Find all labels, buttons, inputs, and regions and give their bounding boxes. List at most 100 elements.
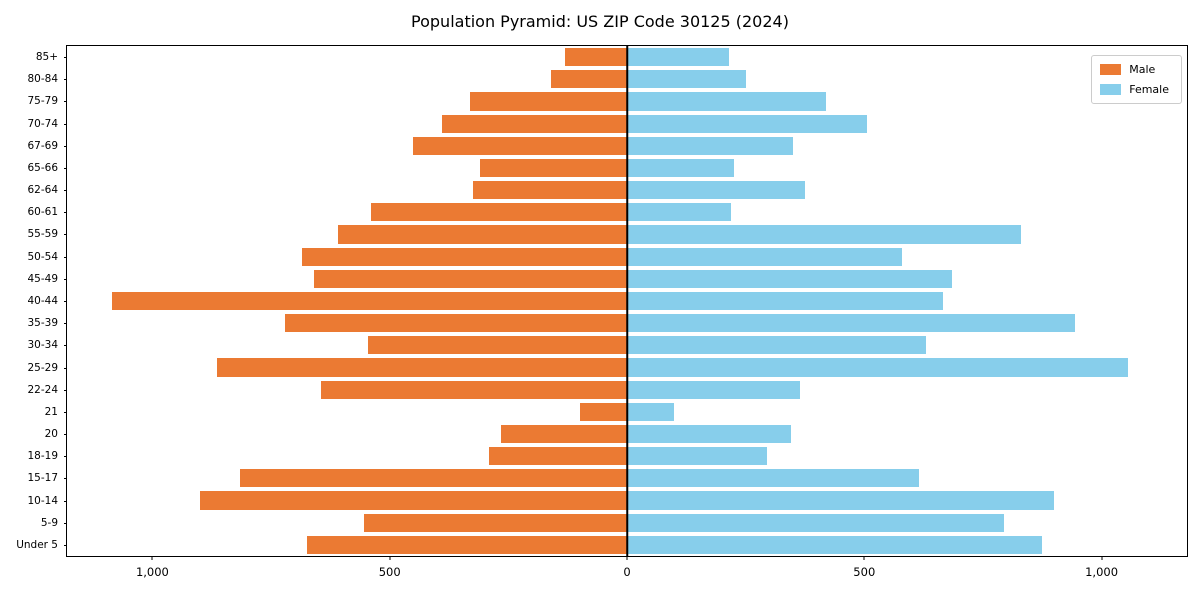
y-tick-mark xyxy=(63,101,67,103)
y-tick-label: 35-39 xyxy=(27,317,58,330)
x-tick-label: 500 xyxy=(378,565,401,579)
y-tick-label: 5-9 xyxy=(40,516,58,529)
male-color-swatch xyxy=(1100,64,1122,75)
legend-label-male: Male xyxy=(1129,63,1156,76)
pyramid-row: 50-54 xyxy=(27,246,1187,268)
chart-title: Population Pyramid: US ZIP Code 30125 (2… xyxy=(411,12,789,31)
y-tick-mark xyxy=(63,167,67,169)
female-bar xyxy=(627,336,926,355)
pyramid-row: Under 5 xyxy=(16,534,1187,556)
legend-item-male: Male xyxy=(1100,63,1169,76)
female-bar xyxy=(627,225,1021,244)
female-bar xyxy=(627,247,903,266)
pyramid-row: 15-17 xyxy=(27,467,1187,489)
pyramid-row: 10-14 xyxy=(27,489,1187,511)
y-tick-mark xyxy=(63,57,67,59)
pyramid-row: 80-84 xyxy=(27,68,1187,90)
male-bar xyxy=(370,203,627,222)
female-bar xyxy=(627,491,1055,510)
pyramid-row: 22-24 xyxy=(27,379,1187,401)
x-tick-mark xyxy=(863,556,865,560)
male-bar xyxy=(579,402,627,421)
female-bar xyxy=(627,402,675,421)
pyramid-row: 62-64 xyxy=(27,179,1187,201)
male-bar xyxy=(112,291,627,311)
male-bar xyxy=(368,336,627,355)
y-tick-label: 20 xyxy=(44,428,58,441)
y-tick-label: 30-34 xyxy=(27,339,58,352)
male-bar xyxy=(240,469,627,488)
y-tick-mark xyxy=(63,234,67,236)
pyramid-row: 35-39 xyxy=(27,312,1187,334)
male-bar xyxy=(306,535,627,554)
zero-axis-line xyxy=(626,46,628,556)
male-bar xyxy=(441,114,627,133)
y-tick-mark xyxy=(63,256,67,258)
pyramid-row: 21 xyxy=(45,401,1187,423)
pyramid-row: 20 xyxy=(45,423,1187,445)
y-tick-label: 62-64 xyxy=(27,184,58,197)
y-tick-label: 50-54 xyxy=(27,250,58,263)
y-tick-label: 55-59 xyxy=(27,228,58,241)
y-tick-label: 10-14 xyxy=(27,494,58,507)
y-tick-mark xyxy=(63,544,67,546)
y-tick-mark xyxy=(63,145,67,147)
male-bar xyxy=(489,447,627,466)
x-tick-label: 0 xyxy=(623,565,631,579)
y-tick-label: 22-24 xyxy=(27,383,58,396)
female-bar xyxy=(627,158,734,178)
male-bar xyxy=(337,225,627,244)
male-bar xyxy=(479,158,627,178)
legend: Male Female xyxy=(1091,55,1182,104)
female-bar xyxy=(627,269,953,288)
plot-area: 85+ 80-84 75-79 70-74 67-69 65-66 62-64 60-61 55… xyxy=(16,45,1188,579)
x-tick-label: 1,000 xyxy=(1085,565,1119,579)
x-tick-mark xyxy=(626,556,628,560)
x-tick-label: 1,000 xyxy=(135,565,169,579)
y-tick-label: Under 5 xyxy=(16,538,58,551)
female-bar xyxy=(627,513,1005,532)
male-bar xyxy=(470,92,627,111)
y-tick-mark xyxy=(63,478,67,480)
y-tick-label: 65-66 xyxy=(27,161,58,174)
female-bar xyxy=(627,114,867,133)
y-tick-mark xyxy=(63,500,67,502)
y-tick-label: 40-44 xyxy=(27,294,58,307)
female-bar xyxy=(627,424,791,444)
pyramid-row: 30-34 xyxy=(27,334,1187,356)
male-bar xyxy=(313,269,627,288)
y-tick-mark xyxy=(63,389,67,391)
male-bar xyxy=(199,491,627,510)
male-bar xyxy=(413,136,627,155)
pyramid-row: 67-69 xyxy=(27,135,1187,157)
y-tick-label: 15-17 xyxy=(27,472,58,485)
x-tick-label: 500 xyxy=(853,565,876,579)
female-bar xyxy=(627,70,746,89)
female-color-swatch xyxy=(1100,84,1122,95)
y-tick-label: 67-69 xyxy=(27,139,58,152)
female-bar xyxy=(627,136,794,155)
pyramid-row: 55-59 xyxy=(27,223,1187,245)
y-tick-label: 75-79 xyxy=(27,95,58,108)
female-bar xyxy=(627,447,767,466)
pyramid-row: 85+ xyxy=(36,46,1187,68)
male-bar xyxy=(216,358,627,377)
legend-item-female: Female xyxy=(1100,83,1169,96)
bar-rows-container: 85+ 80-84 75-79 70-74 67-69 65-66 62-64 60-61 55… xyxy=(16,46,1187,556)
male-bar xyxy=(285,314,627,333)
pyramid-row: 40-44 xyxy=(27,290,1187,312)
female-bar xyxy=(627,314,1076,333)
female-bar xyxy=(627,48,730,67)
pyramid-row: 25-29 xyxy=(27,356,1187,378)
pyramid-row: 18-19 xyxy=(27,445,1187,467)
pyramid-row: 75-79 xyxy=(27,90,1187,112)
y-tick-label: 70-74 xyxy=(27,117,58,130)
x-tick-mark xyxy=(1101,556,1103,560)
y-tick-mark xyxy=(63,123,67,125)
y-tick-mark xyxy=(63,278,67,280)
y-tick-mark xyxy=(63,411,67,413)
pyramid-row: 60-61 xyxy=(27,201,1187,223)
male-bar xyxy=(565,48,627,67)
male-bar xyxy=(472,181,627,200)
